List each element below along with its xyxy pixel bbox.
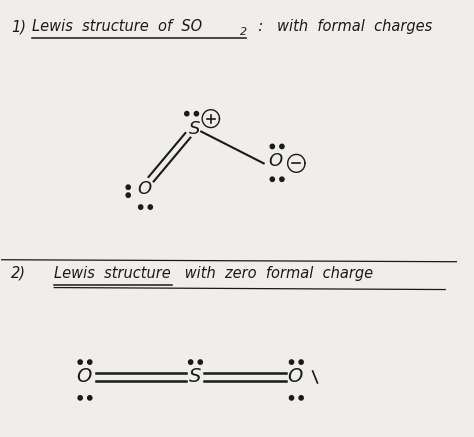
Circle shape — [194, 111, 199, 116]
Circle shape — [299, 360, 303, 364]
Text: :   with  formal  charges: : with formal charges — [249, 19, 432, 34]
Text: Lewis  structure   with  zero  formal  charge: Lewis structure with zero formal charge — [54, 266, 374, 281]
Text: S: S — [189, 120, 200, 138]
Circle shape — [126, 193, 130, 198]
Circle shape — [185, 111, 189, 116]
Circle shape — [148, 205, 153, 209]
Circle shape — [88, 395, 92, 400]
Circle shape — [138, 205, 143, 209]
Text: 1): 1) — [11, 19, 26, 34]
Circle shape — [290, 395, 293, 400]
Text: O: O — [76, 367, 91, 386]
Circle shape — [78, 395, 82, 400]
Circle shape — [299, 395, 303, 400]
Circle shape — [290, 360, 293, 364]
Text: 2): 2) — [11, 266, 26, 281]
Circle shape — [78, 360, 82, 364]
Circle shape — [270, 144, 274, 149]
Circle shape — [280, 144, 284, 149]
Circle shape — [126, 185, 130, 189]
Text: Lewis  structure  of  SO: Lewis structure of SO — [32, 19, 202, 34]
Text: 2: 2 — [240, 27, 247, 37]
Circle shape — [198, 360, 202, 364]
Circle shape — [88, 360, 92, 364]
Text: O: O — [288, 367, 303, 386]
Circle shape — [189, 360, 193, 364]
Circle shape — [270, 177, 274, 181]
Text: S: S — [189, 367, 201, 386]
Text: O: O — [268, 153, 283, 170]
Circle shape — [280, 177, 284, 181]
Text: O: O — [137, 180, 151, 198]
